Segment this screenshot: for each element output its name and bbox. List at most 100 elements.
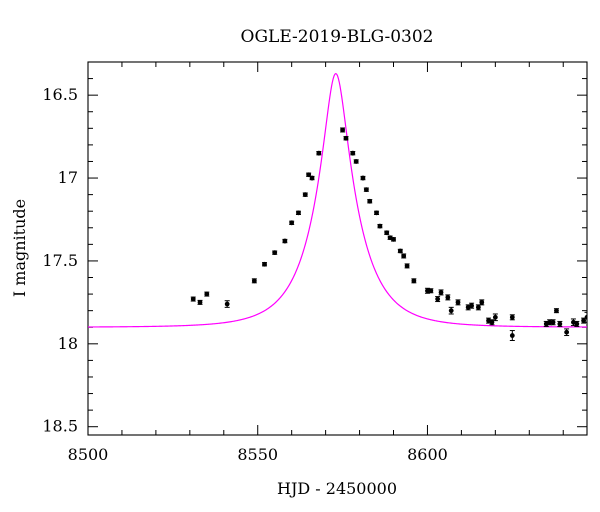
point-marker	[340, 127, 345, 133]
point-marker	[197, 299, 203, 305]
data-point	[550, 319, 556, 326]
data-point	[557, 320, 563, 327]
point-marker	[251, 278, 257, 284]
point-marker	[296, 210, 301, 216]
point-marker	[391, 236, 396, 242]
data-point	[384, 230, 390, 236]
point-marker	[574, 321, 580, 327]
x-tick-label: 8600	[407, 445, 448, 464]
data-point	[377, 223, 383, 229]
point-marker	[509, 314, 515, 320]
point-marker	[404, 263, 410, 269]
point-marker	[350, 150, 356, 156]
point-marker	[302, 192, 308, 198]
data-point	[367, 198, 373, 204]
point-marker	[557, 321, 563, 327]
data-point	[435, 296, 441, 303]
data-point	[251, 278, 257, 284]
data-point	[363, 187, 369, 193]
axis-tick-labels: 8500 8550 8600 16.5 17 17.5 18 18.5	[42, 85, 447, 464]
data-point	[564, 328, 570, 337]
point-marker	[204, 291, 210, 297]
point-marker	[282, 238, 288, 244]
y-tick-label: 16.5	[42, 85, 78, 104]
point-marker	[435, 296, 441, 302]
x-tick-label: 8500	[68, 445, 109, 464]
data-point	[340, 127, 346, 133]
point-marker	[401, 253, 407, 259]
data-point	[272, 250, 278, 256]
point-marker	[272, 250, 278, 256]
point-marker	[475, 304, 481, 310]
data-point	[360, 175, 366, 181]
point-marker	[343, 135, 349, 141]
point-marker	[397, 248, 403, 254]
point-marker	[428, 288, 434, 294]
plot-frame	[87, 61, 588, 436]
point-marker	[224, 301, 230, 307]
y-tick-label: 18.5	[42, 417, 78, 436]
model-curve-layer	[88, 72, 587, 328]
data-point	[469, 302, 475, 309]
point-marker	[438, 290, 444, 295]
y-tick-label: 18	[58, 334, 78, 353]
data-point	[448, 306, 454, 315]
point-marker	[374, 210, 379, 216]
point-marker	[509, 333, 515, 338]
point-marker	[367, 198, 373, 204]
point-marker	[411, 278, 417, 284]
point-marker	[289, 220, 295, 226]
point-marker	[190, 296, 196, 302]
data-point	[224, 300, 230, 308]
point-marker	[554, 308, 559, 314]
data-point	[509, 314, 515, 321]
data-point	[343, 135, 349, 141]
data-point	[553, 308, 559, 314]
y-tick-label: 17	[58, 168, 78, 187]
data-point	[295, 210, 301, 216]
y-axis-label: I magnitude	[10, 199, 29, 297]
data-point	[438, 289, 444, 296]
point-marker	[547, 319, 553, 325]
point-marker	[377, 223, 383, 229]
point-marker	[360, 175, 366, 181]
point-marker	[448, 308, 454, 314]
data-point	[190, 296, 196, 302]
point-marker	[479, 299, 485, 305]
data-point	[309, 175, 315, 181]
data-point	[262, 261, 268, 267]
y-tick-label: 17.5	[42, 251, 78, 270]
data-point	[404, 263, 410, 269]
data-point	[475, 304, 481, 311]
data-point	[445, 294, 451, 301]
data-point	[574, 320, 580, 327]
point-marker	[564, 329, 570, 335]
point-marker	[584, 314, 587, 320]
point-marker	[262, 261, 267, 267]
data-point	[428, 288, 434, 294]
data-point	[397, 248, 403, 254]
axis-ticks	[87, 62, 587, 435]
data-point	[316, 150, 322, 156]
data-points-layer	[190, 127, 587, 342]
x-axis-label: HJD - 2450000	[277, 479, 397, 498]
chart-title: OGLE-2019-BLG-0302	[241, 27, 434, 47]
data-point	[350, 150, 356, 156]
model-curve	[88, 72, 587, 328]
data-point	[289, 220, 295, 226]
plot-border	[87, 61, 588, 436]
data-point	[204, 291, 210, 297]
data-point	[374, 210, 380, 216]
data-point	[302, 192, 308, 198]
point-marker	[384, 230, 390, 236]
point-marker	[492, 314, 498, 320]
x-tick-label: 8550	[237, 445, 278, 464]
data-point	[401, 253, 407, 259]
point-marker	[363, 187, 369, 193]
data-point	[197, 299, 203, 305]
point-marker	[316, 150, 322, 156]
data-point	[492, 313, 498, 322]
point-marker	[550, 319, 556, 325]
data-point	[584, 311, 587, 323]
